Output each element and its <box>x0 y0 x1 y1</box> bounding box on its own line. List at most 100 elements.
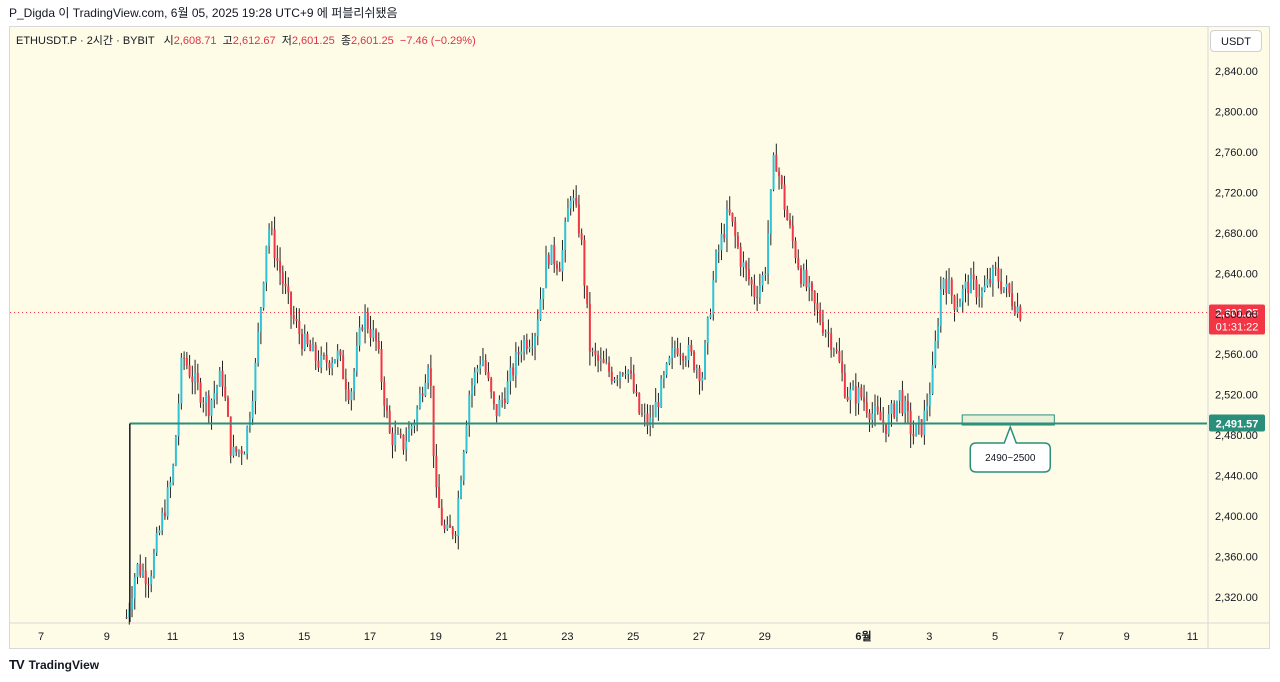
candle-body <box>786 209 789 221</box>
candle-body <box>487 372 490 379</box>
candle-body <box>383 381 386 406</box>
candle-body <box>769 189 772 234</box>
candle-body <box>1000 281 1003 291</box>
candle-body <box>210 399 213 416</box>
candle-body <box>306 333 309 345</box>
low-value: 2,601.25 <box>291 35 335 47</box>
x-tick-label: 9 <box>104 631 110 643</box>
candle-body <box>945 278 948 294</box>
candle-body <box>849 389 852 401</box>
candle-body <box>783 184 786 210</box>
candle-body <box>797 258 800 269</box>
close-value: 2,601.25 <box>350 35 394 47</box>
candle-body <box>136 563 139 578</box>
candle-body <box>517 351 520 355</box>
candle-body <box>418 393 421 409</box>
candle-body <box>928 393 931 406</box>
candle-body <box>649 417 652 427</box>
candle-body <box>1005 283 1008 288</box>
candle-body <box>495 404 498 416</box>
zone-callout-label: 2490~2500 <box>985 453 1036 464</box>
symbol-label[interactable]: ETHUSDT.P · 2시간 · BYBIT <box>16 35 155 47</box>
candle-body <box>512 367 515 376</box>
candle-body <box>684 360 687 362</box>
candle-body <box>671 348 674 358</box>
y-tick-label: 2,840.00 <box>1215 66 1258 78</box>
candle-body <box>937 326 940 341</box>
candle-body <box>734 221 737 237</box>
candle-body <box>147 583 150 585</box>
y-tick-label: 2,360.00 <box>1215 552 1258 564</box>
candle-body <box>566 208 569 222</box>
candle-body <box>545 254 548 289</box>
candle-body <box>314 344 317 361</box>
candle-body <box>690 344 693 352</box>
candle-body <box>810 282 813 292</box>
zone-callout[interactable] <box>969 424 1052 473</box>
candle-body <box>802 269 805 284</box>
candle-body <box>536 319 539 337</box>
currency-button[interactable]: USDT <box>1210 30 1262 52</box>
candle-body <box>191 376 194 383</box>
candle-body <box>580 233 583 240</box>
time-axis[interactable]: 7 9 11 13 15 17 19 21 23 25 27 29 6월 3 5 7 9 11 <box>38 629 1198 643</box>
candle-body <box>525 339 528 349</box>
candle-body <box>712 279 715 315</box>
candle-body <box>569 200 572 209</box>
chart-frame[interactable] <box>9 26 1270 649</box>
candle-body <box>237 450 240 453</box>
candle-body <box>717 250 720 252</box>
candle-body <box>720 234 723 251</box>
candle-body <box>1019 306 1022 320</box>
candle-body <box>547 254 550 265</box>
candle-body <box>846 396 849 401</box>
candle-body <box>575 197 578 205</box>
candle-body <box>361 327 364 330</box>
candle-body <box>177 403 180 437</box>
candle-body <box>342 355 345 379</box>
candle-body <box>882 420 885 424</box>
candle-body <box>950 279 953 296</box>
candle-body <box>695 368 698 371</box>
y-tick-label: 2,600.00 <box>1215 309 1258 321</box>
candle-body <box>405 441 408 450</box>
candle-body <box>226 397 229 417</box>
candle-body <box>163 512 166 517</box>
candle-body <box>358 327 361 346</box>
candle-body <box>410 425 413 429</box>
candle-body <box>232 446 235 456</box>
candle-body <box>224 386 227 398</box>
candle-body <box>819 309 822 323</box>
candle-body <box>961 288 964 302</box>
change-value: −7.46 (−0.29%) <box>399 35 476 47</box>
candle-body <box>353 371 356 392</box>
candle-body <box>555 264 558 269</box>
candle-body <box>915 424 918 437</box>
candle-body <box>438 487 441 508</box>
candle-body <box>229 416 232 456</box>
candle-body <box>597 354 600 361</box>
open-value: 2,608.71 <box>173 35 217 47</box>
candle-body <box>479 364 482 369</box>
candle-body <box>185 358 188 366</box>
candle-body <box>909 410 912 434</box>
candle-body <box>155 533 158 553</box>
candle-body <box>723 234 726 239</box>
x-tick-label: 23 <box>561 631 573 643</box>
tradingview-footer[interactable]: TV TradingView <box>9 657 99 672</box>
candle-body <box>183 357 186 359</box>
candle-body <box>443 524 446 529</box>
zone-rectangle[interactable] <box>961 414 1055 426</box>
candle-body <box>912 433 915 437</box>
candle-body <box>983 285 986 291</box>
x-tick-label: 21 <box>495 631 507 643</box>
candle-body <box>262 282 265 309</box>
candle-body <box>394 433 397 446</box>
candle-body <box>577 204 580 234</box>
price-axis[interactable]: 2,320.00 2,360.00 2,400.00 2,440.00 2,480.00… <box>1215 66 1258 604</box>
tradingview-logo-icon: TV <box>9 657 25 672</box>
candle-body <box>449 524 452 528</box>
candle-body <box>355 345 358 372</box>
candle-body <box>196 372 199 383</box>
